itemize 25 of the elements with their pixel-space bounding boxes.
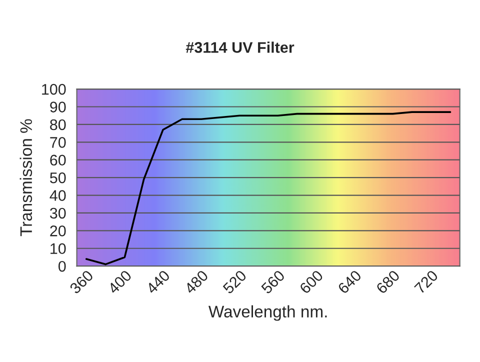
y-tick-label: 30 [50, 208, 66, 219]
chart-title: #3114 UV Filter [186, 42, 294, 53]
y-tick-label: 90 [50, 102, 66, 112]
x-tick-label: 440 [145, 270, 170, 295]
y-tick-label: 40 [50, 190, 66, 201]
x-tick-label: 520 [222, 270, 248, 294]
x-tick-label: 560 [260, 270, 286, 294]
x-tick-label: 480 [184, 270, 209, 295]
y-tick-label: 100 [42, 84, 66, 95]
y-axis-title: Transmission % [20, 119, 32, 236]
x-tick-label: 640 [337, 270, 362, 294]
line-series [85, 111, 452, 266]
y-tick-label: 70 [50, 137, 66, 148]
x-tick-label: 600 [299, 270, 324, 294]
y-tick-label: 50 [50, 172, 66, 184]
y-tick-label: 80 [50, 119, 66, 130]
y-tick-label: 20 [50, 226, 66, 236]
y-tick-label: 60 [50, 154, 66, 166]
y-tick-label: 0 [58, 260, 66, 272]
x-tick-label: 400 [107, 270, 132, 295]
x-tick-label: 360 [69, 270, 94, 294]
y-tick-label: 10 [50, 243, 66, 254]
x-tick-label: 720 [414, 270, 439, 294]
x-axis-title: Wavelength nm. [208, 305, 327, 321]
x-tick-label: 680 [376, 270, 400, 294]
